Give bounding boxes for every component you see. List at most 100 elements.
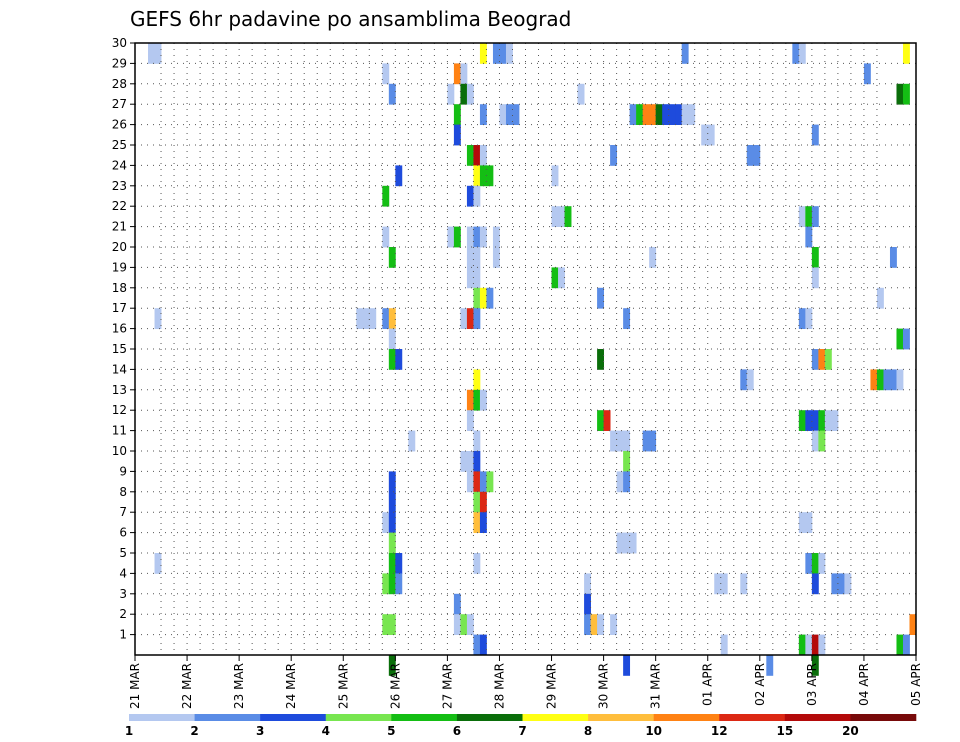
heatmap-cell [909,614,917,635]
heatmap-cell [597,287,604,309]
heatmap-cell [616,532,624,554]
legend-swatch [456,714,523,721]
heatmap-cell [447,226,455,248]
y-tick-label: 25 [112,138,127,152]
legend-swatch [719,714,786,721]
heatmap-cell [805,226,813,248]
heatmap-cell [479,471,487,493]
y-tick-label: 29 [112,56,127,70]
heatmap-cell [466,410,474,431]
heatmap-cell [382,308,390,329]
y-tick-label: 22 [112,199,127,213]
heatmap-cell [460,63,468,85]
heatmap-cell [805,553,813,574]
heatmap-cell [818,634,826,656]
heatmap-cell [505,43,513,64]
heatmap-cell [505,104,513,125]
heatmap-cell [896,634,904,656]
heatmap-cell [362,308,370,329]
heatmap-cell [805,512,813,533]
heatmap-cell [154,553,162,574]
legend-label: 3 [256,724,264,738]
heatmap-cell [473,430,481,452]
y-tick-label: 19 [112,260,127,274]
heatmap-cell [460,308,468,329]
heatmap-cell [798,43,806,64]
legend-swatch [522,714,589,721]
heatmap-cell [623,655,631,676]
legend-label: 2 [190,724,198,738]
y-tick-label: 24 [112,158,127,172]
heatmap-cell [876,369,884,391]
heatmap-cell [642,430,650,452]
heatmap-cell [388,471,396,493]
x-tick-label: 04 APR [857,663,871,706]
heatmap-cell [479,104,487,125]
heatmap-cell [610,145,618,166]
y-tick-label: 15 [112,342,127,356]
heatmap-cell [811,267,819,289]
heatmap-cell [675,104,683,125]
heatmap-cell [681,43,689,64]
heatmap-cell [681,104,689,125]
heatmap-cell [636,104,644,125]
y-tick-label: 20 [112,240,127,254]
x-tick-label: 22 MAR [180,663,194,709]
x-tick-label: 21 MAR [128,663,142,709]
y-tick-label: 21 [112,220,127,234]
heatmap-cell [629,104,637,125]
heatmap-cell [824,410,832,431]
heatmap-cell [623,451,631,472]
heatmap-cell [388,491,396,513]
legend-swatch [784,714,851,721]
heatmap-cell [811,349,819,370]
heatmap-cell [831,410,839,431]
heatmap-cell [460,83,468,105]
heatmap-cell [811,655,819,676]
y-tick-label: 9 [119,464,127,478]
heatmap-cell [642,104,650,125]
heatmap-cell [818,349,826,370]
heatmap-cell [473,491,481,513]
heatmap-cell [453,63,461,85]
heatmap-cell [844,573,852,595]
y-tick-label: 6 [119,526,127,540]
x-tick-label: 02 APR [753,663,767,706]
heatmap-cell [889,369,897,391]
y-tick-label: 2 [119,607,127,621]
heatmap-cell [876,287,884,309]
heatmap-cell [479,512,487,533]
legend-label: 15 [776,724,793,738]
heatmap-cell [479,145,487,166]
heatmap-cell [740,573,748,595]
heatmap-cell [466,247,474,268]
heatmap-cell [466,145,474,166]
x-axis-ticks: 21 MAR 22 MAR 23 MAR 24 MAR 25 MAR 26 MAR 27 M… [128,655,923,709]
heatmap-cell [889,247,897,268]
legend-label: 8 [584,724,592,738]
heatmap-cell [610,614,618,635]
heatmap-cell [551,206,559,227]
heatmap-cell [453,226,461,248]
heatmap-cell [473,369,481,391]
heatmap-cell [811,553,819,574]
x-tick-label: 01 APR [701,663,715,706]
y-tick-label: 28 [112,77,127,91]
heatmap-cell [486,287,494,309]
heatmap-cell [473,553,481,574]
heatmap-cell [623,471,631,493]
heatmap-cell [479,165,487,187]
heatmap-cells [148,43,917,676]
heatmap-cell [584,573,591,595]
heatmap-cell [466,471,474,493]
heatmap-cell [473,634,481,656]
heatmap-cell [740,369,748,391]
heatmap-cell [805,308,813,329]
y-tick-label: 7 [119,505,127,519]
heatmap-cell [818,410,826,431]
heatmap-cell [720,634,728,656]
heatmap-cell [388,655,396,676]
heatmap-cell [896,328,904,350]
heatmap-cell [766,655,774,676]
heatmap-cell [453,124,461,146]
